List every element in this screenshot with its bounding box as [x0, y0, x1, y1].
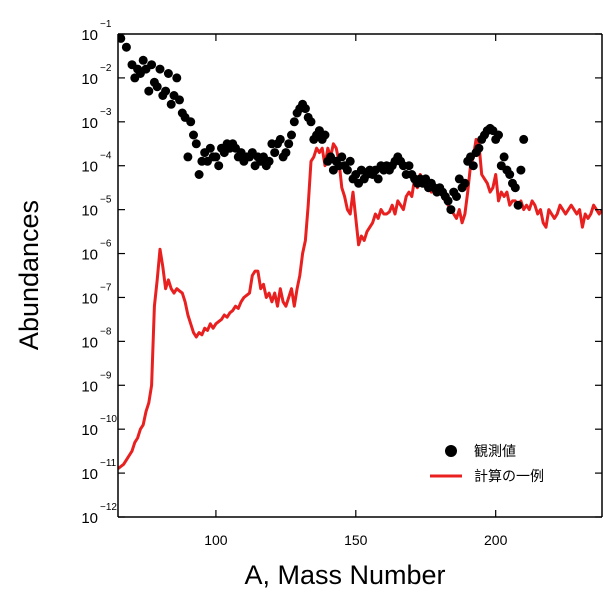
- y-tick-label: 10: [81, 115, 98, 132]
- observed-point: [289, 117, 299, 127]
- y-tick-label: 10: [81, 466, 98, 483]
- observed-point: [163, 69, 173, 78]
- y-tick-label: 10: [81, 247, 98, 264]
- observed-point: [147, 60, 157, 70]
- observed-point: [138, 55, 148, 65]
- observed-point: [510, 183, 520, 193]
- y-tick-label: 10: [81, 378, 98, 395]
- observed-point: [337, 152, 347, 162]
- observed-point: [161, 86, 171, 96]
- y-axis-title: Abundances: [14, 200, 44, 350]
- observed-point: [144, 86, 154, 96]
- observed-point: [468, 161, 478, 171]
- observed-point: [446, 205, 456, 215]
- y-tick-exponent: −11: [100, 458, 117, 469]
- y-tick-exponent: −9: [100, 370, 112, 381]
- observed-point: [320, 130, 330, 140]
- observed-point: [452, 192, 461, 201]
- y-tick-exponent: −5: [100, 195, 112, 206]
- observed-point: [342, 165, 352, 175]
- observed-point: [155, 64, 165, 74]
- observed-point: [474, 143, 484, 153]
- observed-point: [300, 104, 310, 114]
- plot-area: [118, 34, 602, 470]
- observed-point: [214, 161, 224, 171]
- y-tick-exponent: −3: [100, 107, 112, 118]
- x-tick-label: 150: [344, 532, 368, 548]
- y-tick-label: 10: [81, 422, 98, 439]
- observed-point: [205, 143, 215, 153]
- y-tick-exponent: −4: [100, 151, 112, 162]
- observed-point: [189, 130, 198, 140]
- observed-point: [186, 117, 196, 127]
- observed-point: [118, 34, 126, 43]
- axes: 10−110−210−310−410−510−610−710−810−910−1…: [81, 19, 603, 548]
- y-tick-exponent: −2: [100, 63, 112, 74]
- y-tick-label: 10: [81, 27, 98, 44]
- observed-point: [275, 134, 285, 144]
- observed-point: [281, 148, 291, 158]
- y-tick-label: 10: [81, 159, 98, 176]
- observed-point: [345, 156, 355, 166]
- legend-label-observed: 観測値: [474, 443, 516, 460]
- y-tick-exponent: −1: [100, 19, 112, 30]
- legend-marker-observed: [445, 445, 457, 457]
- observed-point: [494, 130, 503, 140]
- observed-point: [513, 200, 523, 210]
- observed-point: [460, 178, 470, 188]
- observed-point: [191, 139, 201, 149]
- observed-point: [172, 73, 182, 83]
- observed-point: [211, 152, 221, 162]
- observed-point: [264, 156, 274, 166]
- y-tick-exponent: −7: [100, 282, 112, 293]
- x-tick-label: 200: [484, 532, 508, 548]
- observed-point: [505, 170, 515, 179]
- observed-point: [443, 196, 453, 206]
- observed-point: [270, 148, 280, 158]
- legend: 観測値 計算の一例: [430, 443, 544, 485]
- y-tick-exponent: −12: [100, 502, 117, 513]
- observed-point: [499, 152, 509, 162]
- observed-point: [121, 42, 131, 52]
- observed-point: [404, 161, 414, 171]
- observed-point: [516, 165, 526, 175]
- y-tick-label: 10: [81, 71, 98, 88]
- y-tick-label: 10: [81, 334, 98, 351]
- y-tick-label: 10: [81, 290, 98, 307]
- y-tick-label: 10: [81, 510, 98, 527]
- observed-point: [373, 174, 383, 184]
- observed-point: [194, 170, 204, 179]
- observed-point: [306, 117, 316, 127]
- observed-point: [166, 99, 176, 109]
- observed-point: [152, 82, 162, 92]
- observed-point: [183, 152, 193, 162]
- plot-inner: [118, 34, 602, 470]
- y-tick-exponent: −8: [100, 326, 112, 337]
- y-tick-label: 10: [81, 203, 98, 220]
- observed-point: [284, 139, 294, 149]
- observed-point: [287, 130, 296, 140]
- observed-point: [519, 134, 529, 144]
- x-axis-title: A, Mass Number: [244, 560, 445, 590]
- observed-point: [175, 95, 184, 105]
- x-tick-label: 100: [204, 532, 228, 548]
- y-tick-exponent: −10: [100, 414, 117, 425]
- y-tick-exponent: −6: [100, 239, 112, 250]
- legend-label-calc: 計算の一例: [474, 469, 544, 485]
